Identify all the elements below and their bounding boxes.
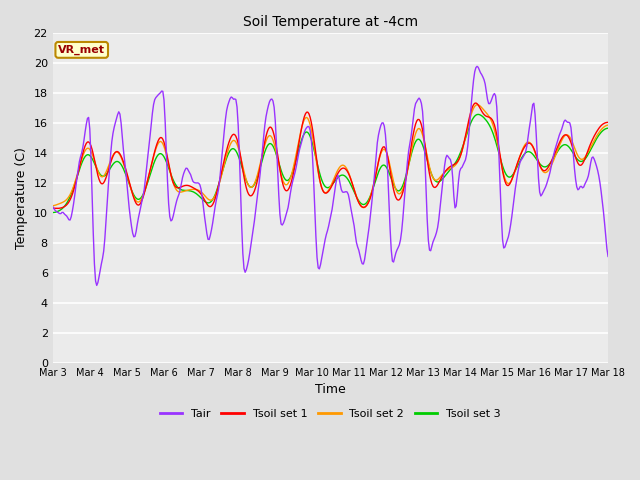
Line: Tsoil set 3: Tsoil set 3: [52, 114, 608, 213]
Tsoil set 3: [221, 159, 229, 165]
Tsoil set 3: [386, 172, 394, 178]
Tsoil set 2: [360, 205, 367, 211]
Tsoil set 3: [474, 111, 482, 117]
Tsoil set 1: [54, 205, 61, 211]
Tsoil set 2: [49, 203, 56, 209]
Tair: [473, 63, 481, 69]
Line: Tair: Tair: [52, 66, 608, 286]
Tair: [556, 132, 563, 138]
Tsoil set 3: [554, 147, 562, 153]
Tsoil set 1: [472, 100, 480, 106]
Tair: [49, 204, 56, 209]
Legend: Tair, Tsoil set 1, Tsoil set 2, Tsoil set 3: Tair, Tsoil set 1, Tsoil set 2, Tsoil se…: [156, 405, 506, 423]
Tair: [223, 108, 230, 114]
Line: Tsoil set 2: Tsoil set 2: [52, 105, 608, 208]
Tsoil set 2: [221, 157, 229, 163]
Tair: [604, 253, 612, 259]
Tsoil set 2: [458, 148, 466, 154]
Tsoil set 3: [457, 149, 465, 155]
Tsoil set 1: [361, 204, 369, 210]
Text: VR_met: VR_met: [58, 45, 105, 55]
Tsoil set 1: [556, 140, 563, 146]
Tair: [387, 247, 395, 253]
Tsoil set 3: [360, 202, 367, 207]
Tsoil set 3: [283, 178, 291, 183]
Title: Soil Temperature at -4cm: Soil Temperature at -4cm: [243, 15, 418, 29]
Tsoil set 1: [49, 205, 56, 211]
Tair: [93, 283, 100, 288]
Tair: [458, 165, 466, 170]
Tsoil set 1: [284, 187, 292, 193]
Tsoil set 2: [361, 204, 369, 210]
Tair: [361, 257, 369, 263]
X-axis label: Time: Time: [315, 384, 346, 396]
Tair: [284, 205, 292, 211]
Tsoil set 2: [387, 168, 395, 174]
Tsoil set 1: [223, 147, 230, 153]
Tsoil set 1: [604, 120, 612, 125]
Y-axis label: Temperature (C): Temperature (C): [15, 147, 28, 249]
Tsoil set 2: [556, 143, 563, 149]
Tsoil set 3: [49, 210, 56, 216]
Tsoil set 1: [387, 174, 395, 180]
Tsoil set 3: [604, 125, 612, 131]
Tsoil set 2: [283, 182, 291, 188]
Tsoil set 2: [473, 102, 481, 108]
Tsoil set 2: [604, 122, 612, 128]
Tsoil set 1: [458, 148, 466, 154]
Line: Tsoil set 1: Tsoil set 1: [52, 103, 608, 208]
